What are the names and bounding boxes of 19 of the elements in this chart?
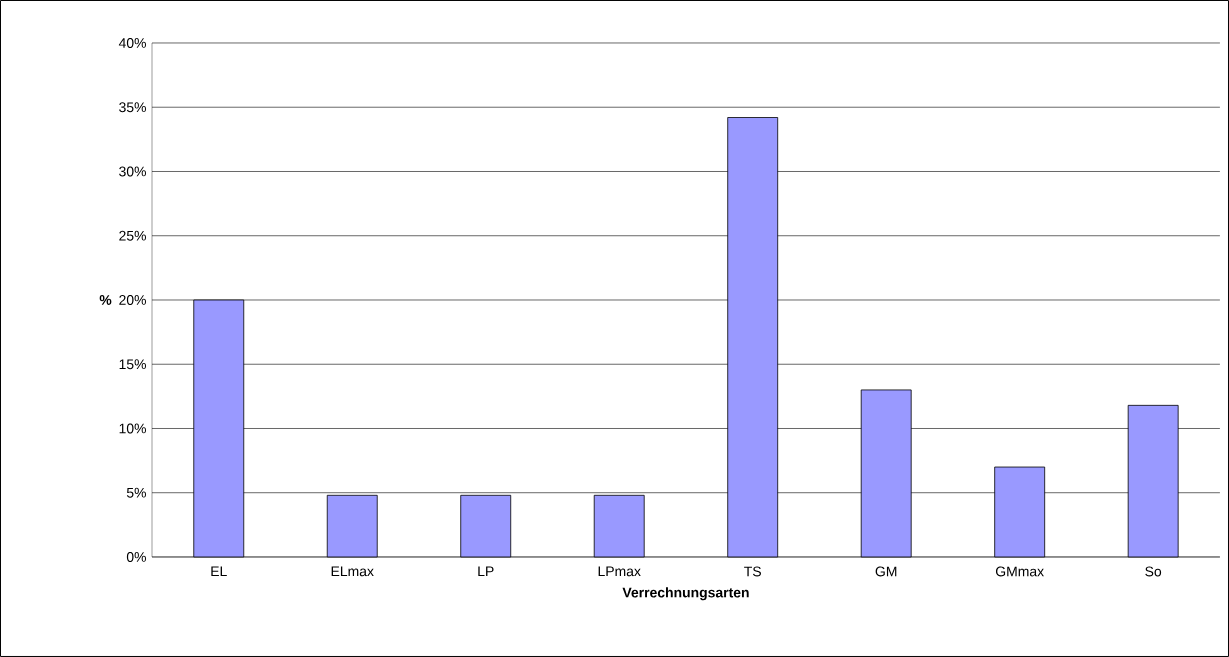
y-tick-label: 5% (126, 487, 146, 498)
y-tick-label: 35% (119, 102, 146, 113)
y-axis-title: % (99, 295, 112, 305)
x-tick-label: So (1145, 566, 1162, 577)
y-tick-label: 15% (119, 359, 146, 370)
x-tick-label: TS (744, 566, 761, 577)
x-tick-label: GM (875, 566, 897, 577)
x-axis-title: Verrechnungsarten (622, 587, 749, 601)
y-tick-label: 10% (119, 423, 146, 434)
y-tick-label: 40% (118, 38, 146, 48)
x-tick-label: ELmax (331, 566, 374, 577)
y-tick-label: 25% (119, 230, 146, 241)
x-tick-label: GMmax (995, 566, 1044, 577)
y-tick-label: 0% (126, 552, 146, 562)
x-tick-label: EL (211, 566, 227, 577)
y-tick-label: 20% (119, 295, 146, 305)
x-tick-label: LPmax (598, 566, 641, 577)
y-tick-label: 30% (119, 166, 146, 177)
x-tick-label: LP (478, 566, 494, 577)
